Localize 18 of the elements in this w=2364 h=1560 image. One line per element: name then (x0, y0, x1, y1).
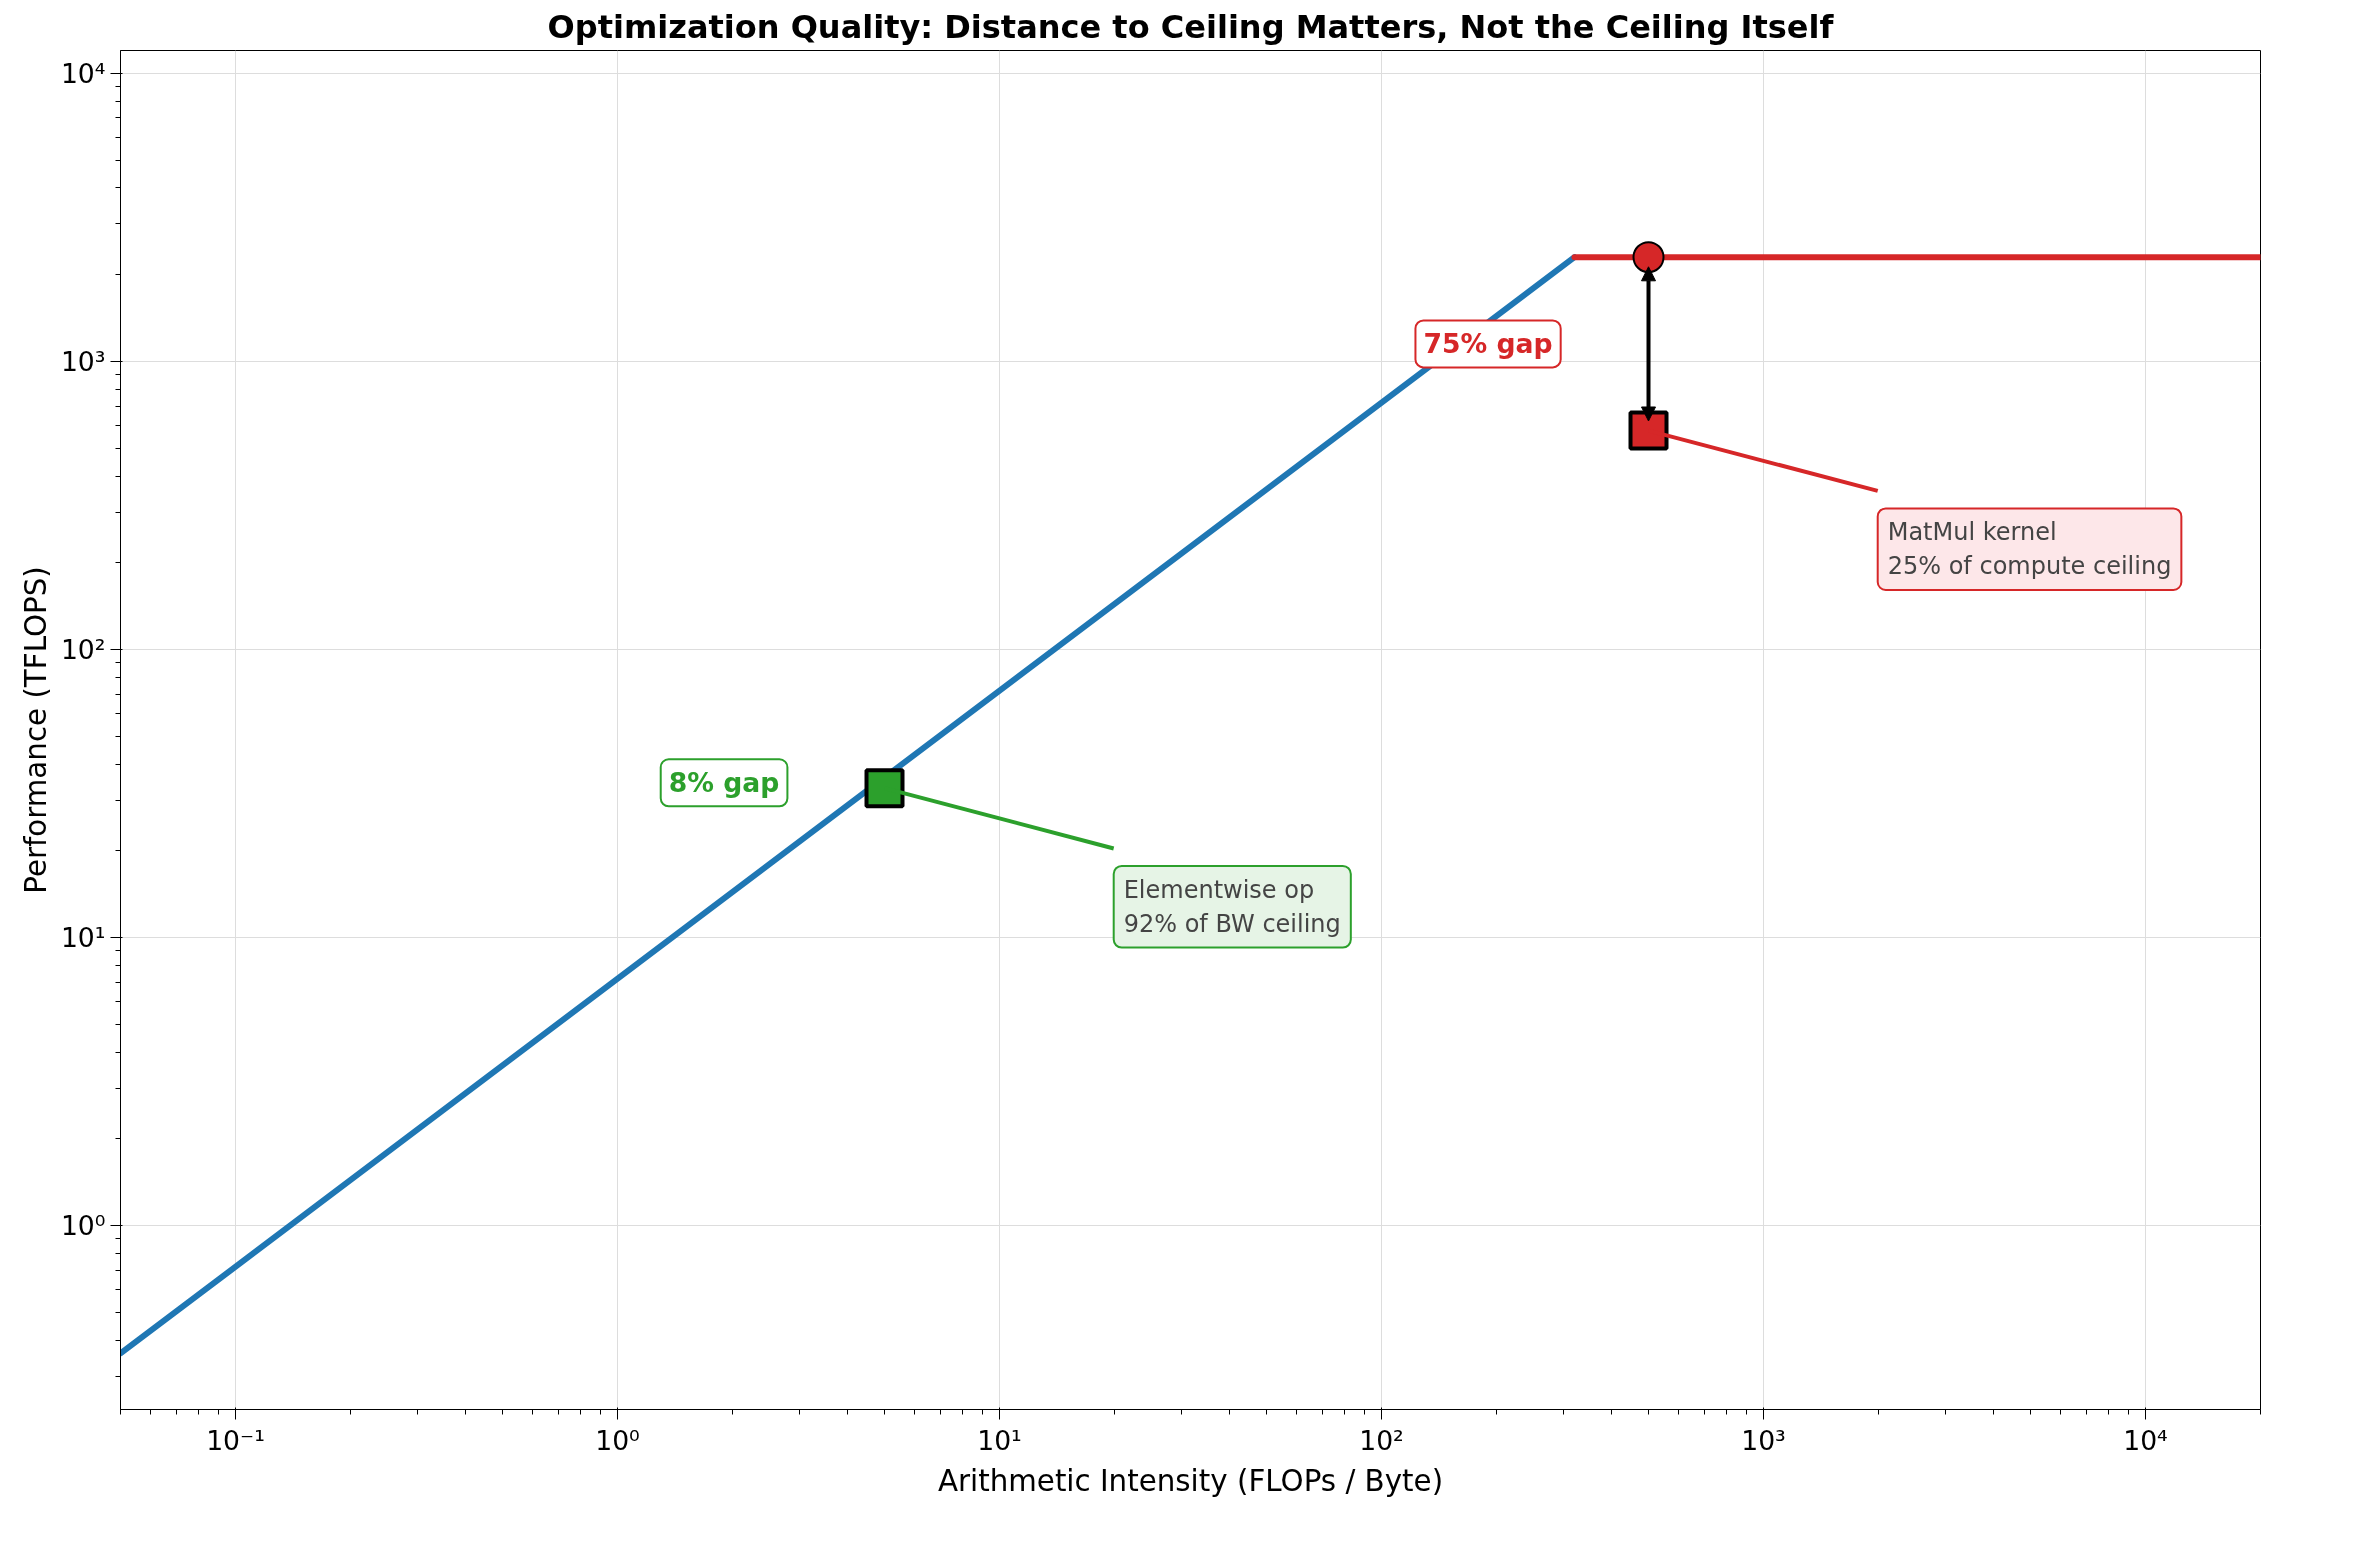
y-tick-label: 10³ (60, 345, 106, 377)
y-tick-label: 10¹ (60, 922, 106, 954)
x-tick-label: 10³ (1741, 1424, 1786, 1456)
y-axis-title: Performance (TFLOPS) (18, 566, 53, 894)
annotation: Elementwise op 92% of BW ceiling (1123, 875, 1341, 938)
y-tick-label: 10⁴ (60, 57, 106, 89)
x-tick-label: 10⁰ (595, 1424, 640, 1456)
y-tick-label: 10² (60, 633, 106, 665)
x-tick-label: 10⁴ (2123, 1424, 2168, 1456)
x-tick-label: 10⁻¹ (206, 1424, 265, 1456)
y-tick-label: 10⁰ (60, 1210, 106, 1242)
x-tick-label: 10² (1359, 1424, 1404, 1456)
annotation: 75% gap (1423, 328, 1553, 360)
annotation: MatMul kernel 25% of compute ceiling (1887, 518, 2172, 581)
x-axis-title: Arithmetic Intensity (FLOPs / Byte) (937, 1463, 1444, 1498)
x-tick-label: 10¹ (977, 1424, 1022, 1456)
chart-title: Optimization Quality: Distance to Ceiling Matters, Not the Ceiling Itself (547, 7, 1835, 46)
annotation: 8% gap (668, 767, 780, 799)
